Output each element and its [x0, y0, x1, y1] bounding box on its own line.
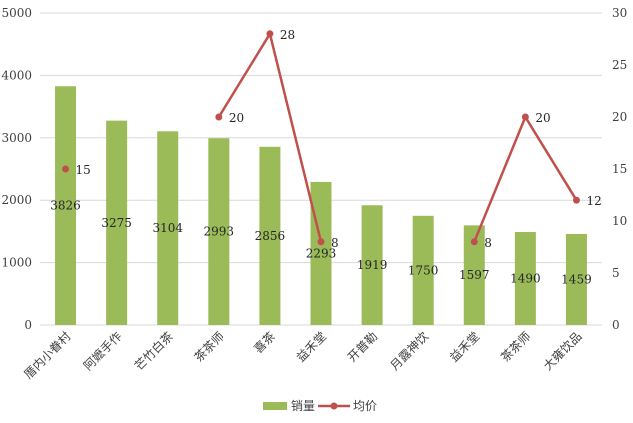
bar-data-labels: 3826 3275 3104 2993 2856 2293 1919 1750 1597 1490…: [50, 199, 591, 287]
line-point: [215, 113, 223, 121]
category-label: 芒竹白茶: [131, 329, 176, 374]
line-data-label: 20: [229, 111, 244, 125]
category-label: 茶茶师: [191, 329, 227, 365]
bar: [106, 120, 128, 325]
left-axis-tick-label: 2000: [1, 193, 32, 207]
line-point: [470, 238, 478, 246]
left-axis: 0 1000 2000 3000 4000 5000: [1, 6, 32, 332]
right-axis-tick-label: 15: [612, 162, 627, 176]
category-label: 厝内小眷村: [21, 329, 73, 381]
left-axis-tick-label: 4000: [1, 68, 32, 82]
category-axis: 厝内小眷村 阿嬷手作 芒竹白茶 茶茶师 喜茶 益禾堂 开普勒 月露神饮 益禾堂 茶茶师 大雍饮品: [21, 329, 584, 382]
left-axis-tick-label: 1000: [1, 256, 32, 270]
right-axis-tick-label: 30: [612, 6, 627, 20]
bar: [361, 205, 383, 325]
line-data-label: 8: [484, 236, 492, 250]
line-data-label: 28: [280, 28, 295, 42]
line-data-label: 8: [331, 236, 339, 250]
line-segment: [473, 115, 578, 243]
line-point: [572, 196, 580, 204]
left-axis-tick-label: 3000: [1, 131, 32, 145]
bar-data-label: 1750: [408, 263, 439, 277]
left-axis-tick-label: 0: [24, 318, 32, 332]
bar: [208, 138, 230, 325]
bar: [157, 131, 179, 325]
bar: [259, 146, 281, 325]
line-point: [62, 165, 70, 173]
category-label: 茶茶师: [497, 329, 533, 365]
bar-data-label: 1597: [459, 268, 490, 282]
category-label: 益禾堂: [447, 329, 482, 364]
right-axis-tick-label: 5: [612, 266, 620, 280]
right-axis-tick-label: 0: [612, 318, 620, 332]
bar-data-label: 1490: [510, 272, 541, 286]
right-axis-tick-label: 25: [612, 58, 627, 72]
line-data-label: 20: [535, 111, 550, 125]
bar: [514, 232, 536, 325]
bar-data-label: 3826: [50, 199, 81, 213]
right-axis-tick-label: 10: [612, 214, 627, 228]
bar-series: [55, 86, 587, 325]
line-data-labels: 15 20 28 8 8 20 12: [76, 28, 602, 250]
line-point: [266, 30, 274, 38]
bar: [412, 215, 434, 325]
legend: 销量 均价: [263, 399, 377, 413]
line-point: [317, 238, 325, 246]
bar-data-label: 3104: [152, 221, 183, 235]
line-data-label: 15: [76, 163, 91, 177]
bar-data-label: 1459: [561, 272, 592, 286]
right-axis-tick-label: 20: [612, 110, 627, 124]
bar-data-label: 3275: [101, 216, 132, 230]
bar-data-label: 1919: [357, 258, 388, 272]
line-data-label: 12: [586, 194, 601, 208]
bar-data-label: 2993: [204, 225, 235, 239]
legend-bar-swatch: [263, 402, 287, 410]
bar: [463, 225, 485, 325]
line-series: [62, 30, 580, 246]
bar: [565, 233, 587, 325]
category-label: 大雍饮品: [540, 329, 585, 374]
category-label: 阿嬷手作: [80, 329, 125, 374]
bar-data-label: 2293: [306, 246, 337, 260]
line-point: [521, 113, 529, 121]
bar: [55, 86, 77, 325]
category-label: 喜茶: [250, 329, 278, 357]
legend-bar-label: 销量: [291, 399, 315, 413]
legend-line-label: 均价: [353, 399, 377, 413]
category-label: 开普勒: [345, 329, 380, 364]
right-axis: 0 5 10 15 20 25 30: [612, 6, 627, 332]
bar-data-label: 2856: [255, 229, 286, 243]
category-label: 益禾堂: [294, 329, 329, 364]
left-axis-tick-label: 5000: [1, 6, 32, 20]
category-label: 月露神饮: [387, 329, 431, 373]
legend-line-marker: [330, 402, 338, 410]
